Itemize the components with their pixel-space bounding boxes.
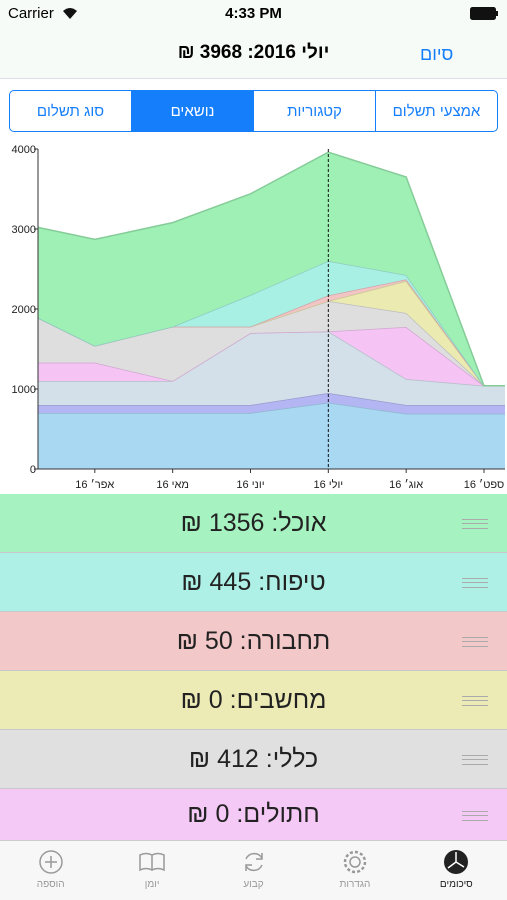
tab-label: סיכומים xyxy=(439,879,473,890)
segment[interactable]: אמצעי תשלום xyxy=(375,91,497,131)
area xyxy=(38,327,505,386)
summary-row[interactable]: מחשבים: 0 ₪ xyxy=(0,671,507,730)
area xyxy=(38,402,505,469)
area xyxy=(38,281,505,386)
tab-icon xyxy=(444,850,469,874)
tab-icon xyxy=(244,852,263,872)
y-tick-label: 1000 xyxy=(12,384,36,396)
summary-row[interactable]: כללי: 412 ₪ xyxy=(0,730,507,789)
area-edge xyxy=(38,326,505,387)
y-tick-label: 3000 xyxy=(12,224,36,236)
area xyxy=(38,331,505,405)
tab-label: יומן xyxy=(144,879,160,890)
clock: 4:33 PM xyxy=(225,5,282,22)
x-tick-label: אוג׳ 16 xyxy=(389,478,423,490)
tab-bar: הוספה יומן קבוע הגדרות סיכומים xyxy=(0,840,507,900)
y-tick-label: 0 xyxy=(30,464,36,476)
wifi-icon xyxy=(63,8,77,19)
tab-label: הוספה xyxy=(36,879,65,890)
status-bar: Carrier 4:33 PM xyxy=(0,0,507,28)
tab-label: קבוע xyxy=(243,879,264,890)
segmented-control: סוג תשלום נושאים קטגוריות אמצעי תשלום xyxy=(9,90,498,132)
row-label: טיפוח: 445 ₪ xyxy=(181,567,326,596)
tab-item[interactable]: סיכומים xyxy=(406,841,507,900)
tab-item[interactable]: יומן xyxy=(101,841,202,900)
tab-item[interactable]: הגדרות xyxy=(304,841,405,900)
drag-handle xyxy=(462,810,488,821)
summary-row[interactable]: אוכל: 1356 ₪ xyxy=(0,494,507,553)
y-tick-label: 4000 xyxy=(12,144,36,156)
tab-icon xyxy=(38,850,63,874)
x-tick-label: אפר׳ 16 xyxy=(75,478,114,490)
summary-row[interactable]: תחבורה: 50 ₪ xyxy=(0,612,507,671)
battery-icon xyxy=(470,7,498,20)
summary-row[interactable]: טיפוח: 445 ₪ xyxy=(0,553,507,612)
area-edge xyxy=(37,260,505,387)
drag-handle xyxy=(462,637,488,647)
x-tick-label: יוני 16 xyxy=(236,479,264,490)
row-label: חתולים: 0 ₪ xyxy=(187,800,320,828)
segment[interactable]: נושאים xyxy=(131,91,253,131)
drag-handle xyxy=(462,696,488,706)
x-tick-label: מאי 16 xyxy=(156,479,189,490)
drag-handle xyxy=(462,755,488,765)
area xyxy=(38,152,505,386)
nav-title: יולי 2016: 3968 ₪ xyxy=(177,42,330,63)
tab-icon xyxy=(139,852,165,872)
row-label: מחשבים: 0 ₪ xyxy=(180,685,327,714)
done-button[interactable]: סיום xyxy=(420,44,454,64)
drag-handle xyxy=(462,578,488,588)
row-label: כללי: 412 ₪ xyxy=(188,744,319,773)
tab-item[interactable]: הוספה xyxy=(0,841,101,900)
carrier: Carrier xyxy=(8,5,54,22)
drag-handle xyxy=(462,519,488,529)
area xyxy=(38,393,505,414)
tab-label: הגדרות xyxy=(339,879,371,890)
tab-icon xyxy=(343,850,367,874)
area xyxy=(38,301,505,386)
x-tick-label: ספט׳ 16 xyxy=(464,478,505,490)
summary-row[interactable]: חתולים: 0 ₪ xyxy=(0,789,507,841)
x-tick-label: יולי 16 xyxy=(313,478,343,490)
row-label: אוכל: 1356 ₪ xyxy=(180,508,327,537)
nav-bar: סיום יולי 2016: 3968 ₪ xyxy=(0,28,507,79)
chart: 0 1000 2000 3000 4000 אפר׳ 16 מאי 16 יוני 16 יול… xyxy=(12,144,505,490)
segment[interactable]: סוג תשלום xyxy=(36,102,105,120)
row-label: תחבורה: 50 ₪ xyxy=(176,626,331,655)
y-tick-label: 2000 xyxy=(12,304,36,316)
segment[interactable]: קטגוריות xyxy=(253,91,375,131)
area-edge xyxy=(37,151,505,387)
tab-item[interactable]: קבוע xyxy=(203,841,304,900)
